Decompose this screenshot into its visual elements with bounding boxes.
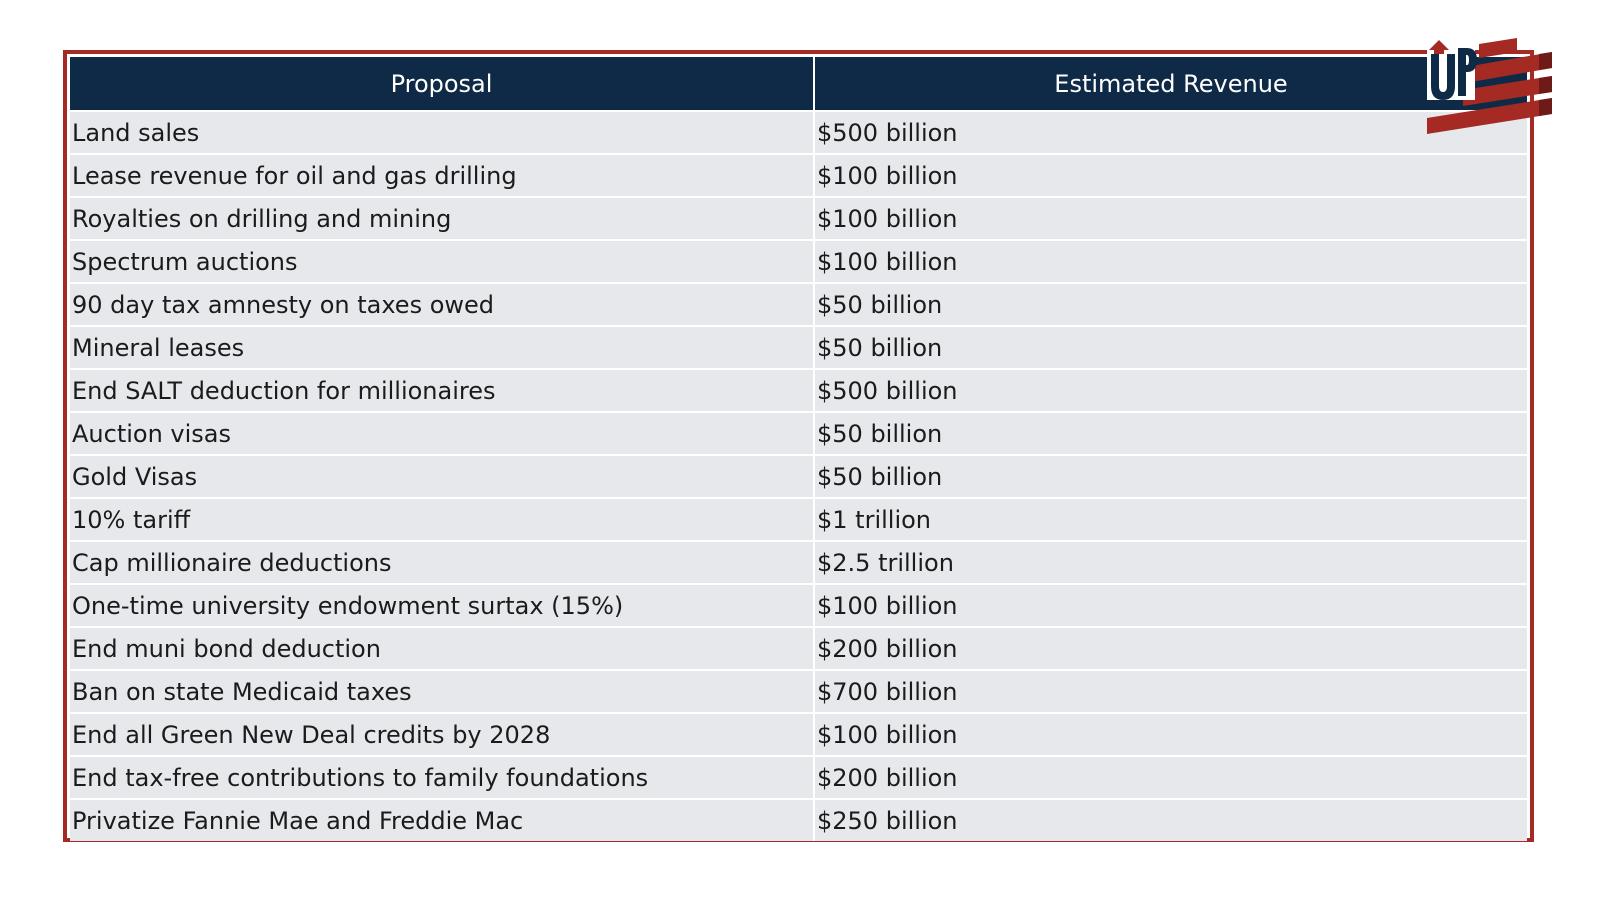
revenue-cell: $2.5 trillion	[814, 540, 1527, 584]
table-row: End all Green New Deal credits by 2028 $1…	[70, 712, 1527, 756]
logo-stripe-shade	[1539, 98, 1552, 116]
revenue-cell: $200 billion	[814, 626, 1527, 670]
table-row: End muni bond deduction $200 billion	[70, 626, 1527, 670]
proposal-cell: Privatize Fannie Mae and Freddie Mac	[70, 798, 815, 841]
revenue-cell: $700 billion	[814, 669, 1527, 713]
revenue-cell: $500 billion	[814, 368, 1527, 412]
proposal-cell: 90 day tax amnesty on taxes owed	[70, 282, 815, 326]
header-proposal: Proposal	[70, 57, 815, 111]
logo-letter-p	[1458, 48, 1477, 96]
table-row: Lease revenue for oil and gas drilling $1…	[70, 153, 1527, 197]
logo-stripe	[1463, 76, 1552, 106]
proposal-cell: End tax-free contributions to family fou…	[70, 755, 815, 799]
table-row: One-time university endowment surtax (15…	[70, 583, 1527, 627]
proposal-cell: Spectrum auctions	[70, 239, 815, 283]
header-estimated-revenue: Estimated Revenue	[814, 57, 1527, 111]
table-row: 90 day tax amnesty on taxes owed $50 bill…	[70, 282, 1527, 326]
table-row: Land sales $500 billion	[70, 110, 1527, 154]
table-row: End SALT deduction for millionaires $500 …	[70, 368, 1527, 412]
table-row: Privatize Fannie Mae and Freddie Mac $250…	[70, 798, 1527, 841]
revenue-cell: $50 billion	[814, 325, 1527, 369]
revenue-cell: $100 billion	[814, 712, 1527, 756]
table-row: End tax-free contributions to family fou…	[70, 755, 1527, 799]
logo-arrow	[1429, 40, 1449, 54]
logo-stripe	[1471, 52, 1552, 82]
table-row: Mineral leases $50 billion	[70, 325, 1527, 369]
table-row: Ban on state Medicaid taxes $700 billion	[70, 669, 1527, 713]
proposal-cell: Gold Visas	[70, 454, 815, 498]
proposal-cell: End all Green New Deal credits by 2028	[70, 712, 815, 756]
logo-stripe-shade	[1539, 52, 1552, 70]
revenue-cell: $250 billion	[814, 798, 1527, 841]
revenue-table: Proposal Estimated Revenue Land sales $50…	[70, 57, 1527, 841]
table-frame: Proposal Estimated Revenue Land sales $50…	[63, 50, 1534, 842]
revenue-cell: $200 billion	[814, 755, 1527, 799]
revenue-cell: $100 billion	[814, 239, 1527, 283]
revenue-cell: $50 billion	[814, 411, 1527, 455]
header-row: Proposal Estimated Revenue	[70, 57, 1527, 111]
table-row: Gold Visas $50 billion	[70, 454, 1527, 498]
proposal-cell: Mineral leases	[70, 325, 815, 369]
revenue-cell: $50 billion	[814, 282, 1527, 326]
table-row: Spectrum auctions $100 billion	[70, 239, 1527, 283]
revenue-cell: $1 trillion	[814, 497, 1527, 541]
revenue-cell: $100 billion	[814, 583, 1527, 627]
logo-stripe-shade	[1539, 76, 1552, 94]
up-flag-logo-icon	[1427, 38, 1552, 134]
table-row: Auction visas $50 billion	[70, 411, 1527, 455]
table-row: Royalties on drilling and mining $100 bil…	[70, 196, 1527, 240]
proposal-cell: Royalties on drilling and mining	[70, 196, 815, 240]
proposal-cell: Auction visas	[70, 411, 815, 455]
proposal-cell: Cap millionaire deductions	[70, 540, 815, 584]
proposal-cell: End muni bond deduction	[70, 626, 815, 670]
table-row: Cap millionaire deductions $2.5 trillion	[70, 540, 1527, 584]
proposal-cell: One-time university endowment surtax (15…	[70, 583, 815, 627]
proposal-cell: Lease revenue for oil and gas drilling	[70, 153, 815, 197]
revenue-cell: $100 billion	[814, 153, 1527, 197]
proposal-cell: 10% tariff	[70, 497, 815, 541]
proposal-cell: End SALT deduction for millionaires	[70, 368, 815, 412]
revenue-cell: $100 billion	[814, 196, 1527, 240]
proposal-cell: Land sales	[70, 110, 815, 154]
proposal-cell: Ban on state Medicaid taxes	[70, 669, 815, 713]
revenue-cell: $500 billion	[814, 110, 1527, 154]
logo-stripe	[1479, 38, 1517, 58]
logo-letter-u	[1431, 54, 1455, 100]
revenue-cell: $50 billion	[814, 454, 1527, 498]
table-row: 10% tariff $1 trillion	[70, 497, 1527, 541]
logo-stripe	[1427, 98, 1552, 134]
